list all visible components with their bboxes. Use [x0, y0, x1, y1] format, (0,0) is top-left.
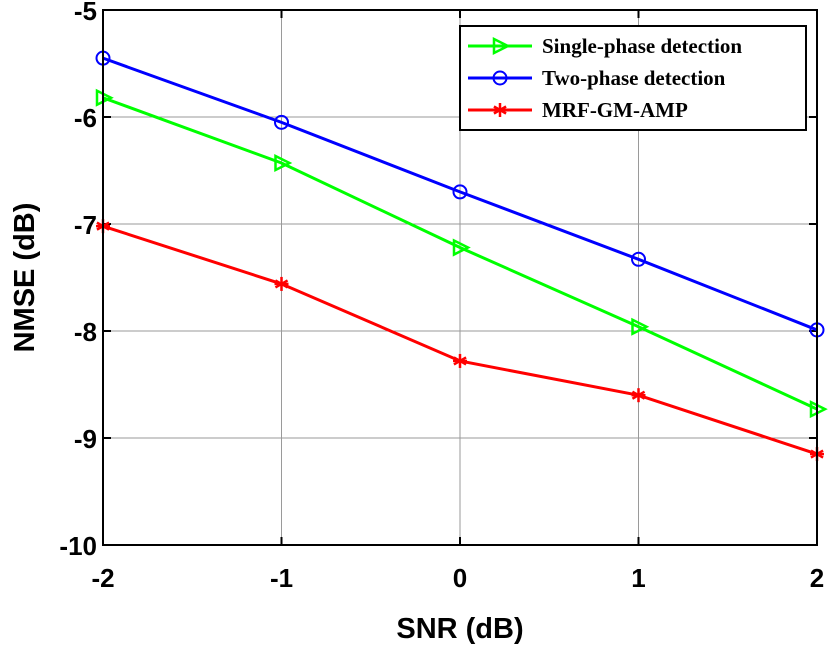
y-tick-label: -5: [74, 0, 97, 26]
triangle-marker: [631, 317, 650, 336]
series-line: [102, 96, 818, 411]
y-tick-label: -7: [74, 210, 97, 240]
x-tick-label: -1: [270, 563, 293, 593]
legend-item: MRF-GM-AMP: [468, 98, 688, 122]
triangle-marker: [274, 153, 293, 173]
x-tick-label: 1: [631, 563, 645, 593]
legend-label: Two-phase detection: [542, 66, 726, 90]
legend-item: Two-phase detection: [468, 66, 726, 90]
circle-marker: [631, 251, 646, 267]
x-tick-label: 2: [810, 563, 824, 593]
legend-item: Single-phase detection: [468, 34, 742, 58]
y-axis-label: NMSE (dB): [9, 203, 41, 353]
x-tick-label: -2: [91, 563, 114, 593]
triangle-marker: [452, 238, 471, 257]
circle-marker: [274, 114, 289, 130]
triangle-marker: [492, 36, 511, 56]
x-axis-label: SNR (dB): [396, 613, 523, 645]
circle-marker: [452, 184, 468, 200]
axes-box: [102, 9, 818, 546]
circle-marker: [492, 70, 508, 86]
series-line: [102, 56, 818, 332]
y-tick-label: -6: [74, 103, 97, 133]
legend-label: MRF-GM-AMP: [542, 98, 688, 122]
y-tick-label: -10: [59, 531, 97, 561]
x-tick-label: 0: [453, 563, 467, 593]
y-tick-label: -8: [74, 317, 97, 347]
y-tick-label: -9: [74, 424, 97, 454]
legend: Single-phase detection Two-phase detectio…: [459, 25, 807, 131]
legend-label: Single-phase detection: [542, 34, 742, 58]
